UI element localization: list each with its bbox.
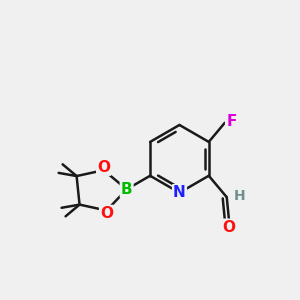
Text: N: N xyxy=(173,185,186,200)
Text: B: B xyxy=(121,182,133,197)
Text: H: H xyxy=(233,189,245,203)
Text: O: O xyxy=(100,206,113,221)
Text: O: O xyxy=(97,160,110,175)
Text: F: F xyxy=(226,114,236,129)
Text: O: O xyxy=(223,220,236,235)
